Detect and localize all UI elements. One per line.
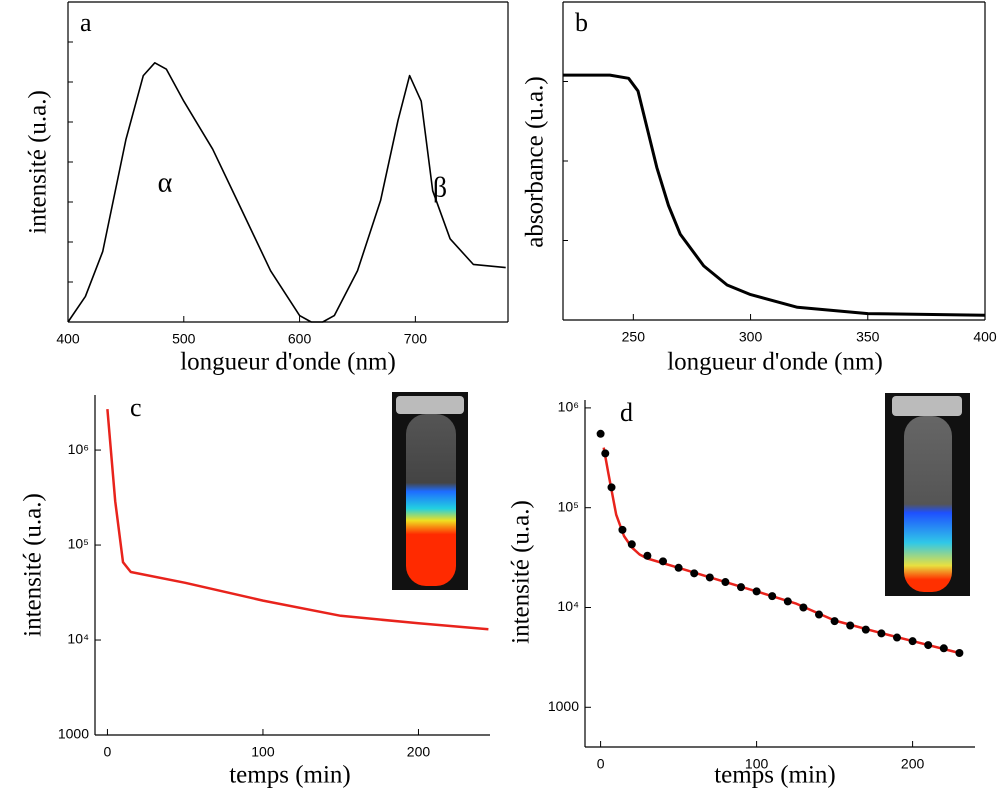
- x-tick-label: 100: [251, 744, 275, 760]
- data-point: [924, 641, 933, 650]
- x-axis-title: longueur d'onde (nm): [667, 349, 883, 376]
- x-tick-label: 500: [172, 331, 196, 347]
- data-point: [659, 557, 667, 566]
- data-point: [618, 525, 627, 534]
- x-tick-label: 300: [739, 329, 763, 345]
- data-point: [955, 648, 964, 657]
- data-point: [627, 540, 636, 549]
- annotation: α: [158, 167, 173, 198]
- inset-image-d: [885, 393, 970, 596]
- data-point: [721, 578, 730, 587]
- x-axis-title: longueur d'onde (nm): [180, 349, 396, 376]
- x-tick-label: 350: [856, 329, 880, 345]
- x-tick-label: 400: [973, 329, 997, 345]
- data-point: [783, 597, 792, 606]
- y-tick-label: 10⁴: [67, 631, 89, 647]
- panel-letter: b: [575, 8, 588, 37]
- y-axis-title: absorbance (u.a.): [522, 76, 549, 247]
- inset-image-c: [392, 392, 468, 590]
- data-point: [815, 610, 823, 619]
- data-point: [939, 644, 948, 653]
- data-point: [830, 617, 839, 626]
- data-line: [67, 62, 506, 323]
- data-point: [846, 621, 855, 630]
- x-tick-label: 600: [288, 331, 312, 347]
- y-axis-title: intensité (u.a.): [20, 493, 47, 637]
- data-point: [643, 551, 652, 560]
- panel-letter: c: [130, 393, 142, 422]
- data-point: [861, 625, 870, 634]
- data-point: [705, 573, 714, 582]
- data-point: [737, 583, 745, 592]
- data-point: [674, 563, 683, 572]
- x-tick-label: 700: [404, 331, 428, 347]
- y-tick-label: 10⁴: [557, 598, 579, 614]
- panel-letter: d: [620, 398, 633, 427]
- x-axis-title: temps (min): [714, 762, 836, 789]
- data-point: [893, 633, 901, 642]
- x-tick-label: 0: [104, 744, 112, 760]
- x-tick-label: 250: [622, 329, 646, 345]
- annotation: β: [433, 172, 447, 203]
- x-tick-label: 200: [407, 744, 431, 760]
- y-tick-label: 1000: [548, 698, 579, 714]
- y-tick-label: 10⁶: [558, 399, 579, 415]
- data-point: [799, 603, 808, 612]
- x-tick-label: 0: [597, 756, 605, 772]
- data-point: [601, 449, 610, 458]
- data-point: [768, 592, 777, 601]
- x-tick-label: 200: [901, 756, 925, 772]
- x-tick-label: 100: [745, 756, 769, 772]
- data-point: [877, 629, 886, 638]
- y-tick-label: 10⁵: [68, 536, 89, 552]
- x-axis-title: temps (min): [229, 762, 351, 789]
- y-axis-title: intensité (u.a.): [25, 90, 52, 234]
- data-point: [908, 637, 917, 646]
- data-point: [752, 587, 761, 596]
- data-point: [596, 429, 605, 438]
- data-line: [106, 408, 489, 631]
- data-point: [690, 569, 699, 578]
- x-tick-label: 400: [56, 331, 80, 347]
- panel-letter: a: [80, 8, 92, 37]
- y-tick-label: 10⁶: [68, 441, 89, 457]
- data-point: [607, 483, 616, 492]
- data-line: [563, 73, 986, 317]
- y-axis-title: intensité (u.a.): [508, 500, 535, 644]
- y-tick-label: 1000: [58, 726, 89, 742]
- y-tick-label: 10⁵: [558, 498, 579, 514]
